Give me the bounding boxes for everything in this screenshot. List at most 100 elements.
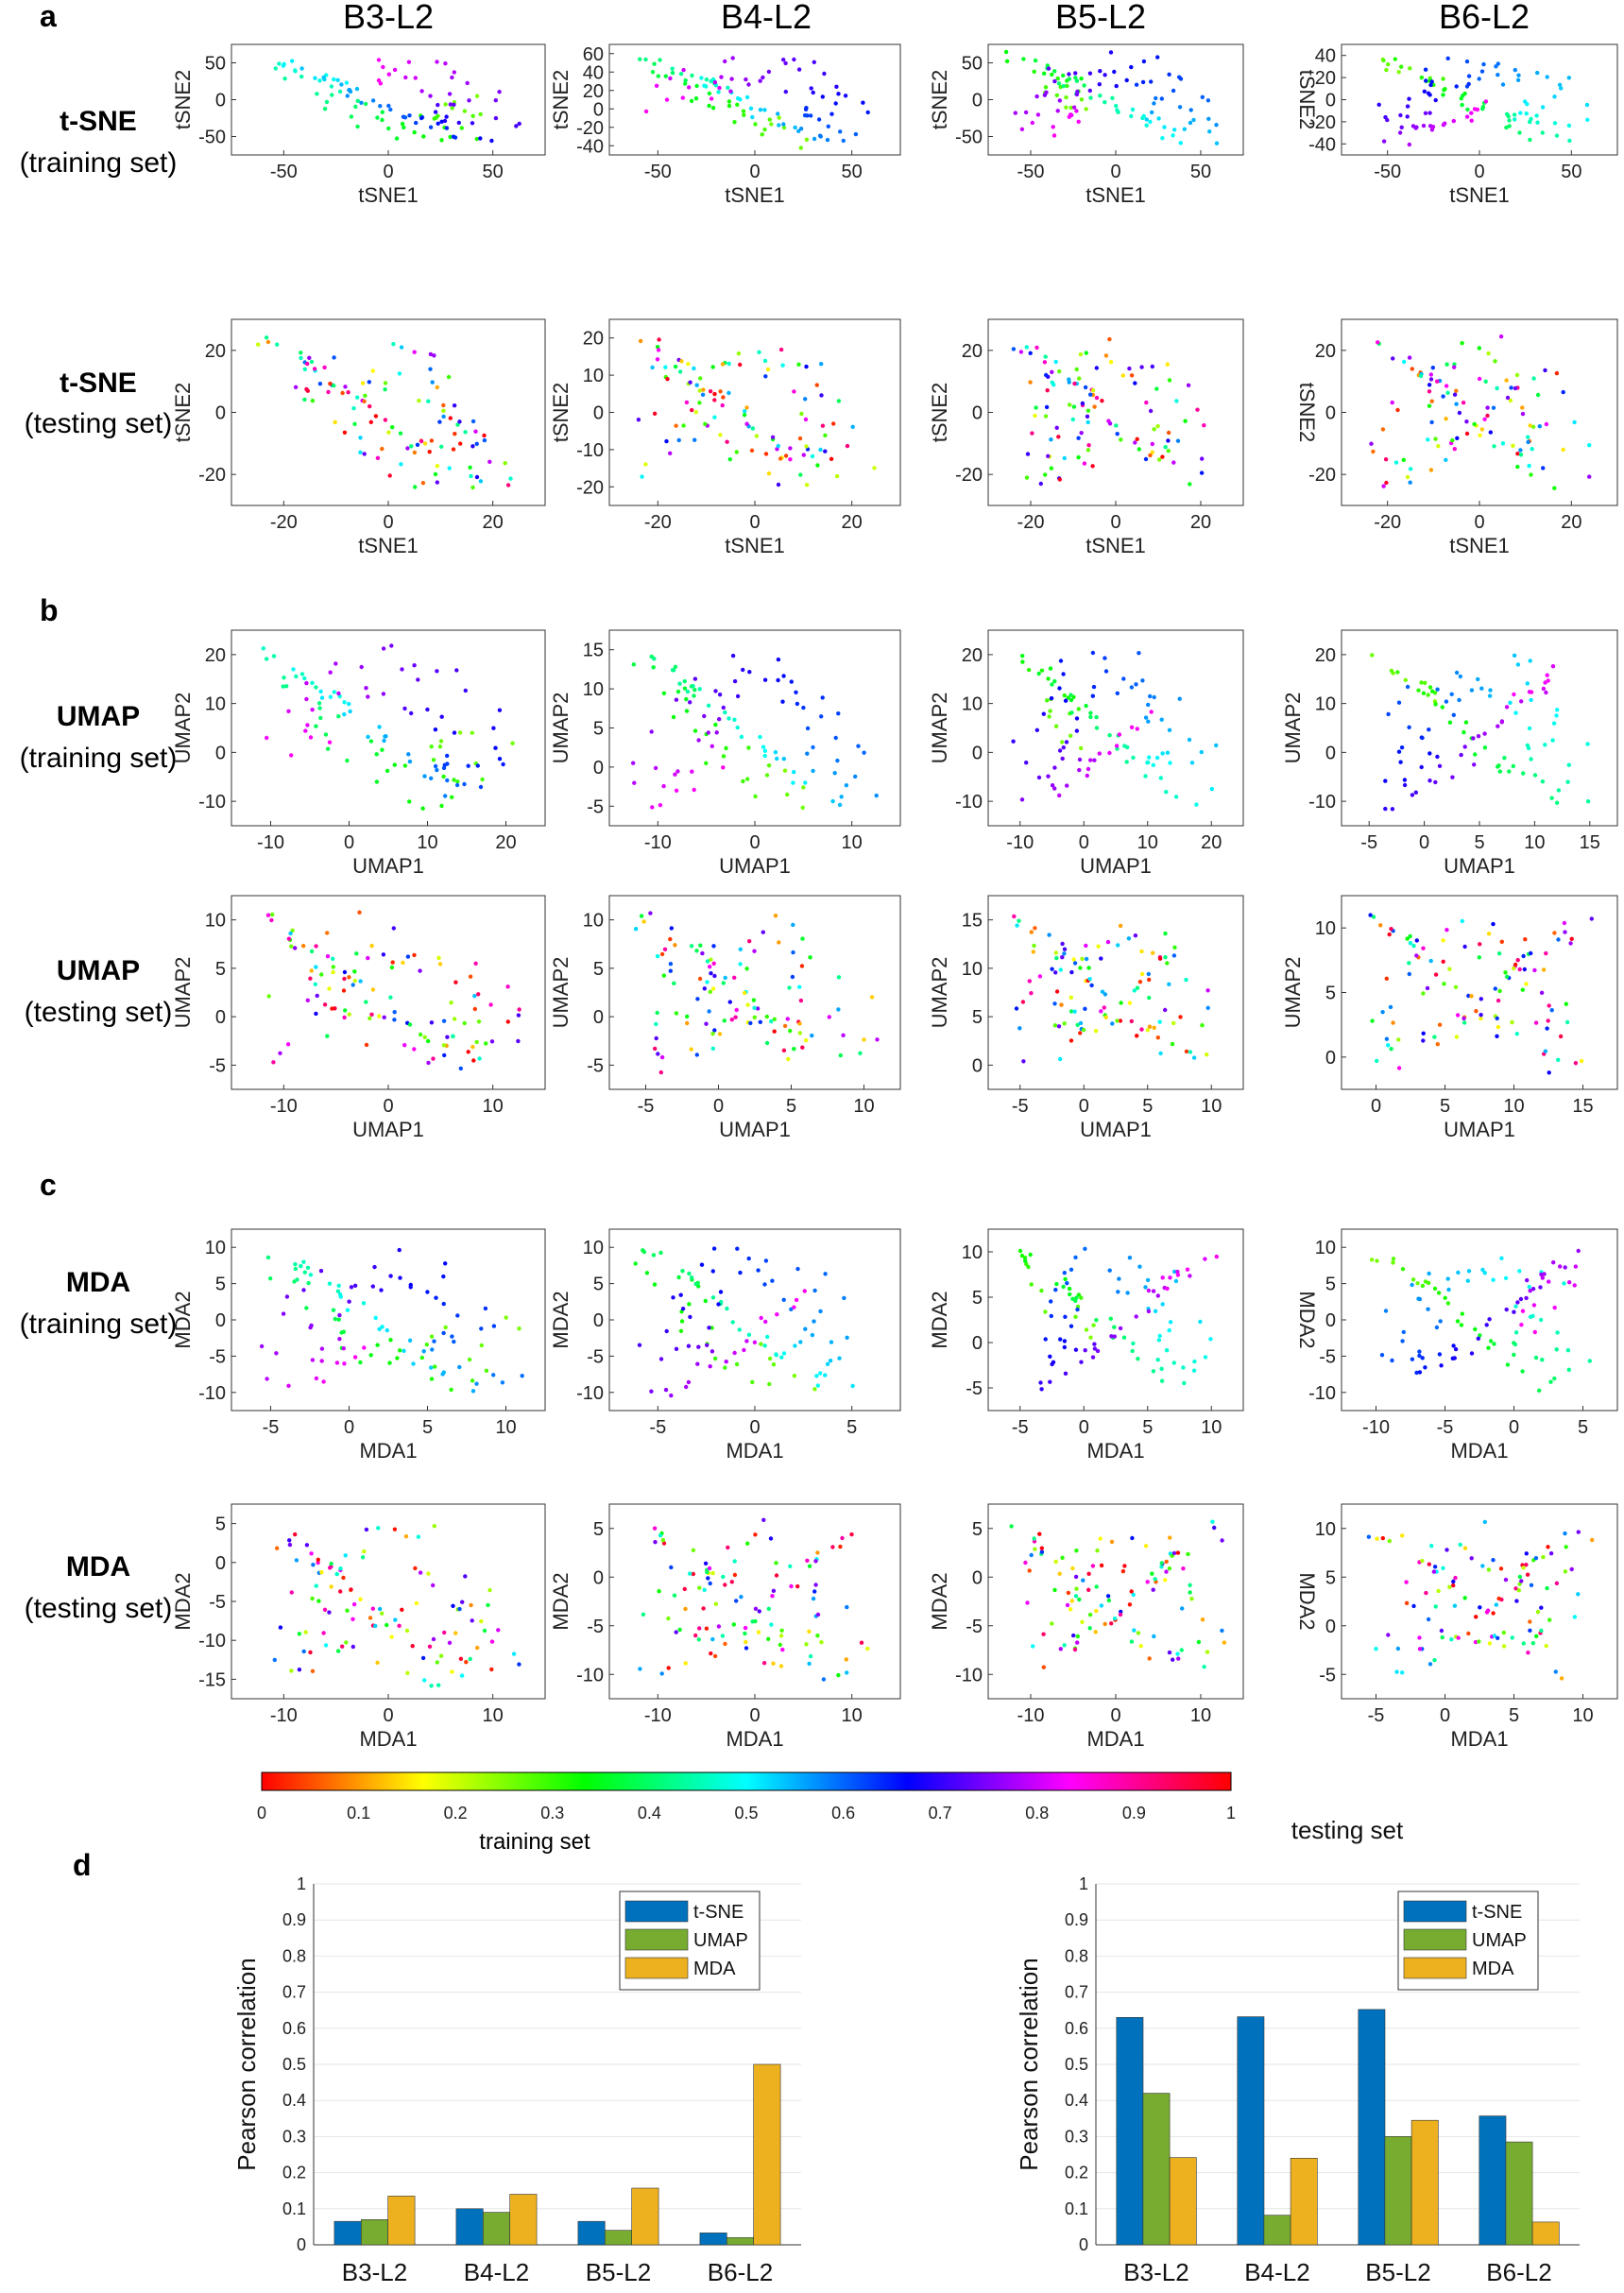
scatter-point xyxy=(844,1657,848,1662)
legend-swatch xyxy=(1403,1957,1467,1979)
scatter-point xyxy=(1462,744,1467,749)
y-tick-label: -20 xyxy=(576,118,604,139)
scatter-point xyxy=(1129,1018,1135,1024)
scatter-point xyxy=(1076,1292,1082,1297)
scatter-point xyxy=(1086,1571,1091,1577)
y-axis-label: UMAP2 xyxy=(171,957,195,1029)
scatter-point xyxy=(759,1342,763,1346)
scatter-point xyxy=(383,387,387,392)
y-tick-label: 0 xyxy=(593,758,604,779)
y-tick-label: -5 xyxy=(1319,1346,1336,1367)
x-tick-label: 0 xyxy=(749,1705,760,1726)
scatter-point xyxy=(1067,377,1071,382)
scatter-point xyxy=(787,985,792,990)
scatter-point xyxy=(1032,69,1036,75)
bar-mda-b5-l2 xyxy=(1410,2119,1439,2246)
scatter-point xyxy=(1139,971,1145,977)
scatter-point xyxy=(301,1259,306,1264)
scatter-point xyxy=(1024,345,1030,350)
scatter-point xyxy=(1529,757,1533,761)
scatter-point xyxy=(305,361,310,367)
scatter-point xyxy=(1171,128,1177,132)
scatter-point xyxy=(1158,776,1164,780)
scatter-point xyxy=(1088,95,1093,100)
scatter-point xyxy=(1069,969,1074,975)
scatter-point xyxy=(821,1677,827,1682)
scatter-point xyxy=(1417,1647,1423,1651)
scatter-point xyxy=(1074,1586,1079,1591)
scatter-point xyxy=(1203,1355,1208,1360)
scatter-point xyxy=(1432,1035,1437,1039)
scatter-point xyxy=(1112,1325,1117,1329)
scatter-point xyxy=(1214,123,1219,128)
scatter-point xyxy=(735,693,741,699)
scatter-point xyxy=(432,1339,436,1343)
scatter-point xyxy=(1486,932,1492,936)
scatter-point xyxy=(1530,1641,1536,1646)
x-tick-label: 0 xyxy=(1419,832,1429,853)
scatter-point xyxy=(1460,102,1464,108)
scatter-point xyxy=(1452,1603,1458,1608)
scatter-point xyxy=(1410,1357,1415,1361)
scatter-point xyxy=(697,1626,702,1631)
scatter-point xyxy=(1462,729,1466,735)
scatter-point xyxy=(1052,786,1057,791)
scatter-point xyxy=(1033,1547,1037,1551)
scatter-point xyxy=(450,1334,454,1339)
y-axis-label: MDA2 xyxy=(928,1572,951,1630)
plot-axes-box xyxy=(231,1228,546,1412)
scatter-point xyxy=(1485,405,1490,410)
scatter-point xyxy=(1585,117,1590,122)
scatter-point xyxy=(1405,936,1410,941)
scatter-point xyxy=(1453,1575,1458,1581)
scatter-point xyxy=(1034,405,1038,410)
scatter-point xyxy=(377,1326,382,1332)
scatter-point xyxy=(1178,141,1184,145)
scatter-point xyxy=(655,953,660,959)
scatter-point xyxy=(1563,1265,1567,1270)
scatter-point xyxy=(804,364,809,369)
scatter-point xyxy=(739,734,744,740)
scatter-point xyxy=(437,962,443,967)
scatter-point xyxy=(1389,927,1393,932)
y-axis-label: MDA2 xyxy=(549,1572,573,1630)
scatter-point xyxy=(727,361,731,367)
scatter-point xyxy=(1483,99,1489,104)
scatter-point xyxy=(1554,370,1560,376)
scatter-point xyxy=(738,97,743,102)
scatter-point xyxy=(441,1301,446,1307)
scatter-point xyxy=(1464,431,1470,436)
scatter-point xyxy=(273,66,278,71)
scatter-point xyxy=(654,1035,658,1041)
scatter-point xyxy=(1222,1640,1227,1645)
scatter-point xyxy=(1487,1641,1493,1646)
y-tick-label: 0.4 xyxy=(282,2091,306,2110)
scatter-point xyxy=(430,380,435,385)
scatter-point xyxy=(661,973,666,978)
scatter-point xyxy=(744,967,749,971)
scatter-point xyxy=(347,701,351,707)
scatter-point xyxy=(816,117,822,122)
scatter-point xyxy=(449,1387,453,1393)
scatter-point xyxy=(477,1056,482,1061)
scatter-point xyxy=(1555,708,1560,712)
scatter-point xyxy=(1092,1342,1097,1346)
scatter-point xyxy=(435,385,439,390)
scatter-point xyxy=(1374,1647,1378,1651)
scatter-point xyxy=(717,717,722,722)
scatter-point xyxy=(795,1583,800,1589)
scatter-point xyxy=(455,422,460,427)
x-tick-label: 10 xyxy=(1572,1705,1593,1726)
scatter-point xyxy=(1375,1058,1379,1064)
scatter-point xyxy=(742,1347,746,1353)
scatter-point xyxy=(1146,1309,1152,1314)
scatter-point xyxy=(1043,414,1049,419)
scatter-point xyxy=(801,453,806,457)
scatter-point xyxy=(1572,1283,1577,1288)
scatter-point xyxy=(1118,1326,1123,1331)
scatter-point xyxy=(761,744,766,749)
scatter-point xyxy=(1512,966,1516,971)
scatter-point xyxy=(862,1037,866,1042)
